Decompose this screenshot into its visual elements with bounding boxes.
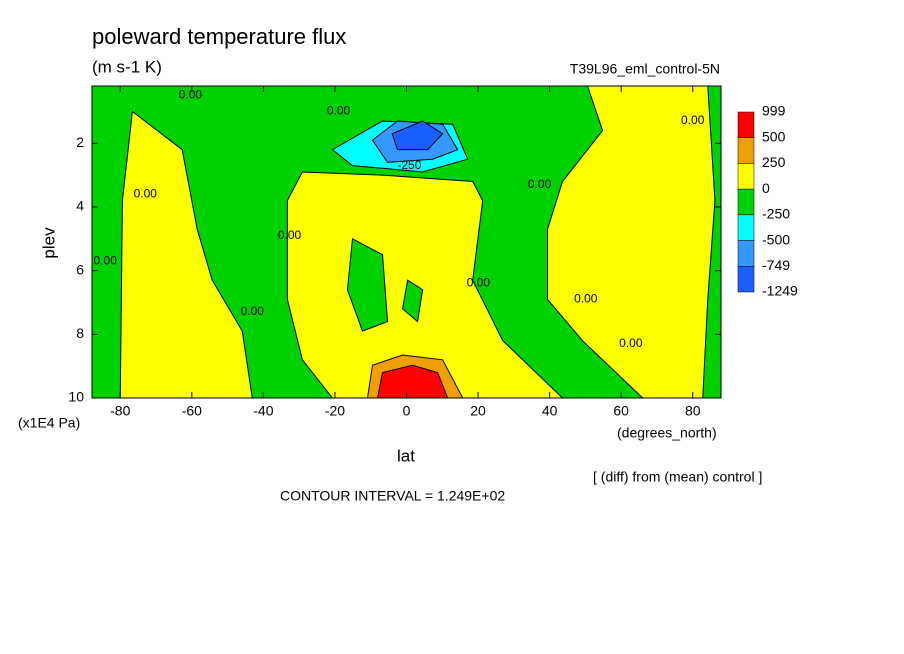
colorbar-label: -250 <box>762 206 790 222</box>
contour-region <box>346 238 389 332</box>
colorbar-box <box>737 266 755 293</box>
contour-label: 0.00 <box>574 291 598 305</box>
contour-label: 0.00 <box>179 88 203 102</box>
contour-label: 0.00 <box>241 304 265 318</box>
contour-label: 0.00 <box>327 104 351 118</box>
contour-label: 0.00 <box>619 336 643 350</box>
footnote: [ (diff) from (mean) control ] <box>593 469 762 485</box>
colorbar-box <box>737 111 755 138</box>
colorbar-box <box>737 240 755 267</box>
colorbar-box <box>737 214 755 241</box>
contour-region <box>92 86 644 398</box>
contour-label: -250 <box>397 158 421 172</box>
y-tick-label: 2 <box>76 134 84 150</box>
colorbar-box <box>737 188 755 216</box>
x-tick-label: -80 <box>110 403 130 419</box>
colorbar-label: 500 <box>762 128 786 144</box>
contour-interval: CONTOUR INTERVAL = 1.249E+02 <box>280 488 505 504</box>
contour-label: 0.00 <box>94 253 118 267</box>
colorbar-label: 0 <box>762 180 770 196</box>
contour-label: 0.00 <box>681 113 705 127</box>
colorbar-label: -500 <box>762 231 790 247</box>
dataset-label: T39L96_eml_control-5N <box>570 61 720 77</box>
contour-region <box>402 279 424 323</box>
colorbar-label: -749 <box>762 257 790 273</box>
x-tick-label: -20 <box>325 403 345 419</box>
x-axis-label: lat <box>397 446 415 465</box>
x-tick-label: 40 <box>542 403 558 419</box>
colorbar-box <box>737 137 755 164</box>
y-tick-label: 6 <box>76 261 84 277</box>
colorbar-label: 250 <box>762 154 786 170</box>
y-units: (x1E4 Pa) <box>18 415 80 431</box>
contour-field: 0.00 0.00 0.00 0.00 0.00 0.00 0.00 0.00 0.00 0.00… <box>92 86 721 398</box>
y-tick-label: 10 <box>68 389 84 405</box>
contour-region <box>391 120 444 151</box>
colorbar-box <box>737 163 755 190</box>
colorbar-label: -1249 <box>762 283 798 299</box>
contour-label: 0.00 <box>278 228 302 242</box>
contour-label: 0.00 <box>134 186 158 200</box>
x-tick-label: -40 <box>253 403 273 419</box>
contour-label: 0.00 <box>528 177 552 191</box>
x-tick-label: 80 <box>685 403 701 419</box>
x-tick-label: 0 <box>403 403 411 419</box>
y-tick-label: 4 <box>76 198 84 214</box>
y-axis-label: plev <box>39 227 58 259</box>
x-tick-label: 20 <box>470 403 486 419</box>
x-units: (degrees_north) <box>617 425 717 441</box>
contour-region <box>702 86 721 398</box>
y-tick-label: 8 <box>76 325 84 341</box>
chart-title: poleward temperature flux <box>92 24 346 49</box>
colorbar-label: 999 <box>762 103 786 119</box>
chart-subtitle: (m s-1 K) <box>92 57 162 76</box>
contour-region <box>377 364 449 398</box>
x-tick-label: -60 <box>182 403 202 419</box>
contour-label: 0.00 <box>467 276 491 290</box>
x-tick-label: 60 <box>613 403 629 419</box>
